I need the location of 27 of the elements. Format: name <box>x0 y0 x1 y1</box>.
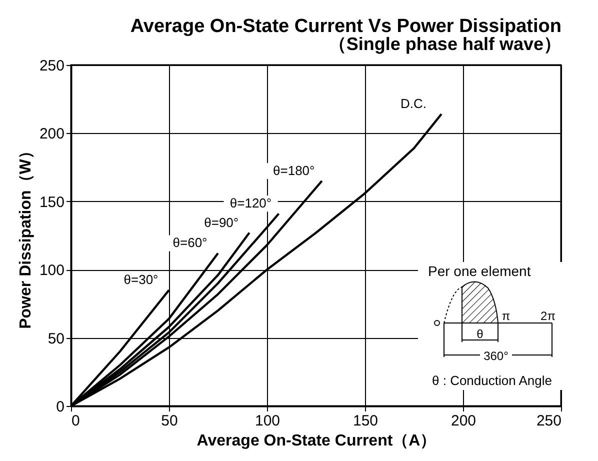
series-label: θ=90° <box>204 214 239 230</box>
annotation: θ <box>476 327 484 341</box>
chart-title: Average On-State Current Vs Power Dissipation <box>130 16 562 37</box>
y-tick-label: 200 <box>39 126 64 143</box>
x-tick-label: 150 <box>352 412 378 430</box>
series-label: θ=120° <box>230 196 272 211</box>
series-label: θ=180° <box>273 162 315 178</box>
x-axis-title: Average On-State Current（A） <box>196 432 436 450</box>
series-label: θ=30° <box>124 272 158 288</box>
series-label: θ=60° <box>172 235 208 250</box>
series-label: D.C. <box>400 96 426 112</box>
x-tick-label: 100 <box>254 412 280 430</box>
y-tick-label: 0 <box>56 398 64 416</box>
y-tick-label: 100 <box>39 262 64 280</box>
annotation: 2π <box>540 309 556 323</box>
x-tick-label: 200 <box>450 412 476 430</box>
annotation: π <box>502 309 510 323</box>
annotation: θ : Conduction Angle <box>432 373 552 388</box>
y-tick-label: 50 <box>48 330 64 348</box>
annotation: 360° <box>484 349 509 363</box>
x-tick-label: 0 <box>72 412 80 430</box>
y-tick-label: 250 <box>39 58 64 74</box>
x-tick-label: 50 <box>161 412 178 430</box>
y-axis-title: Power Dissipation（W） <box>17 143 34 329</box>
annotation: Per one element <box>428 263 531 279</box>
y-tick-label: 150 <box>39 194 64 211</box>
x-tick-label: 250 <box>536 412 562 430</box>
